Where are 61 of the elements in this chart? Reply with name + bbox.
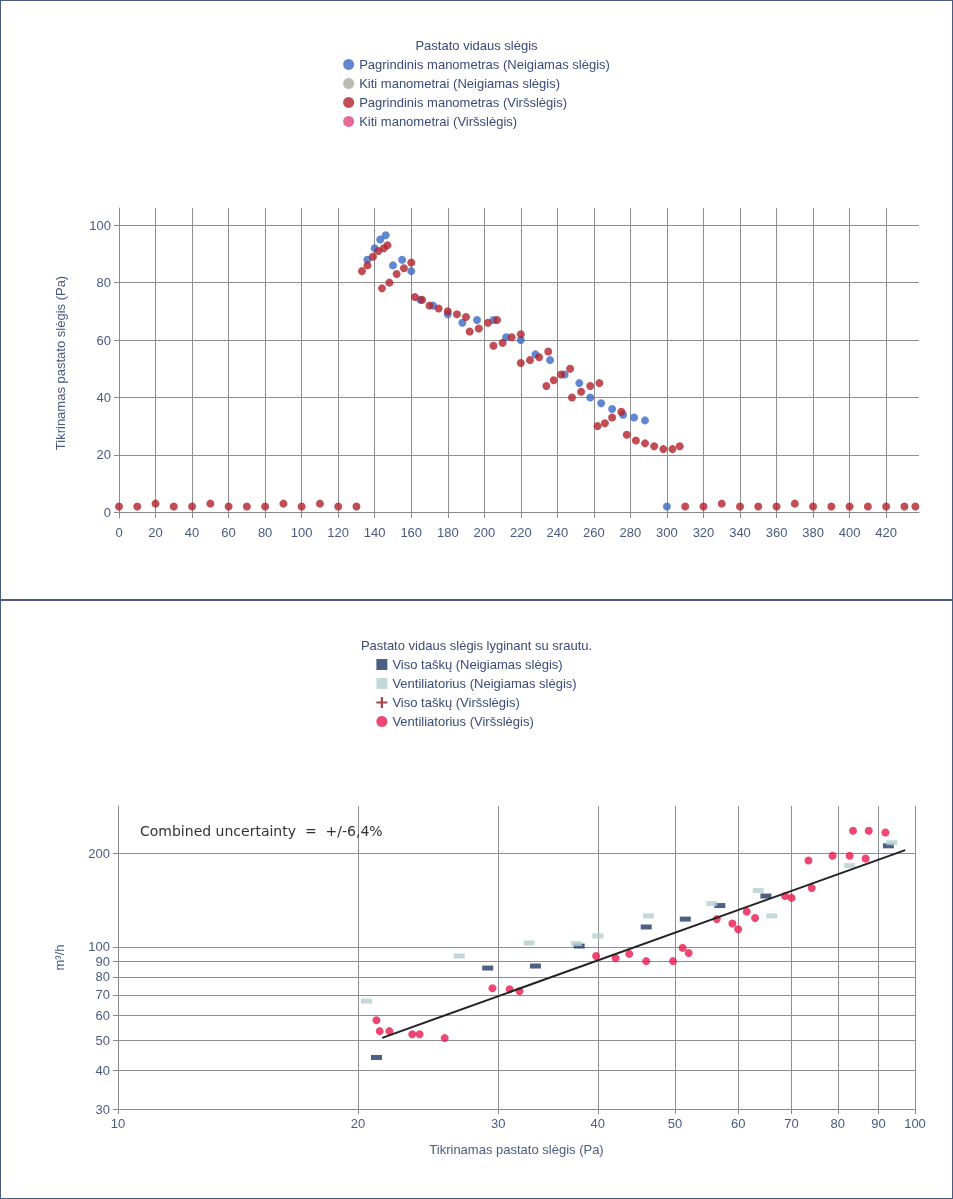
y-tick-label: 50 xyxy=(95,1032,110,1048)
x-tick-label: 60 xyxy=(221,525,236,540)
y-tick-label: 60 xyxy=(96,332,111,348)
y-tick-label: 80 xyxy=(95,969,110,985)
y-axis-title: Tikrinamas pastato slėgis (Pa) xyxy=(53,275,68,451)
y-tick-label: 100 xyxy=(88,939,110,955)
legend-label: Viso taškų (Viršslėgis) xyxy=(392,695,520,710)
chart-title: Pastato vidaus slėgis xyxy=(415,38,539,53)
x-tick-label: 20 xyxy=(350,1116,366,1131)
annotation: Combined uncertainty = +/-6,4% xyxy=(140,823,383,839)
x-tick-label: 160 xyxy=(400,525,423,540)
y-tick-label: 100 xyxy=(89,217,111,233)
x-axis-title: Tikrinamas pastato slėgis (Pa) xyxy=(429,1142,604,1157)
legend-label: Ventiliatorius (Neigiamas slėgis) xyxy=(392,676,577,691)
chart-title: Pastato vidaus slėgis lyginant su srautu. xyxy=(360,638,593,653)
x-tick-label: 260 xyxy=(583,525,605,540)
x-tick-label: 80 xyxy=(257,525,273,540)
x-tick-label: 120 xyxy=(327,525,350,540)
x-tick-label: 280 xyxy=(619,525,642,540)
x-tick-label: 180 xyxy=(436,525,459,540)
x-tick-label: 70 xyxy=(784,1116,799,1131)
x-tick-label: 40 xyxy=(184,525,200,540)
legend-label: Ventiliatorius (Viršslėgis) xyxy=(392,714,534,729)
x-tick-label: 400 xyxy=(838,525,861,540)
y-tick-label: 30 xyxy=(95,1101,110,1117)
y-tick-label: 20 xyxy=(96,447,111,463)
x-tick-label: 140 xyxy=(363,525,386,540)
legend-label: Kiti manometrai (Viršslėgis) xyxy=(359,114,518,129)
x-tick-label: 300 xyxy=(656,525,678,540)
legend-label: Pagrindinis manometras (Neigiamas slėgis) xyxy=(359,57,610,72)
x-tick-label: 90 xyxy=(871,1116,886,1131)
x-tick-label: 20 xyxy=(148,525,163,540)
legend-label: Kiti manometrai (Neigiamas slėgis) xyxy=(359,76,560,91)
x-tick-label: 80 xyxy=(830,1116,845,1131)
x-tick-label: 380 xyxy=(802,525,824,540)
x-tick-label: 320 xyxy=(692,525,715,540)
x-tick-label: 100 xyxy=(904,1116,926,1131)
x-tick-label: 0 xyxy=(115,525,123,540)
y-tick-label: 40 xyxy=(95,1062,110,1078)
x-tick-label: 30 xyxy=(491,1116,506,1131)
x-tick-label: 360 xyxy=(765,525,788,540)
x-tick-label: 220 xyxy=(509,525,532,540)
y-tick-label: 80 xyxy=(96,275,111,291)
y-axis-title: m³/h xyxy=(52,944,67,971)
x-tick-label: 10 xyxy=(110,1116,126,1131)
x-tick-label: 40 xyxy=(590,1116,606,1131)
x-tick-label: 240 xyxy=(546,525,569,540)
x-tick-label: 50 xyxy=(667,1116,683,1131)
x-tick-label: 60 xyxy=(730,1116,746,1131)
x-tick-label: 200 xyxy=(473,525,496,540)
y-tick-label: 90 xyxy=(95,953,110,969)
y-tick-label: 200 xyxy=(88,846,110,862)
x-tick-label: 420 xyxy=(875,525,897,540)
x-tick-label: 340 xyxy=(729,525,751,540)
x-tick-label: 100 xyxy=(290,525,313,540)
y-tick-label: 40 xyxy=(96,389,111,405)
y-tick-label: 60 xyxy=(95,1008,110,1024)
y-tick-label: 70 xyxy=(95,987,110,1003)
legend-label: Viso taškų (Neigiamas slėgis) xyxy=(392,657,563,672)
y-tick-label: 0 xyxy=(103,504,111,520)
legend-label: Pagrindinis manometras (Viršslėgis) xyxy=(359,95,567,110)
